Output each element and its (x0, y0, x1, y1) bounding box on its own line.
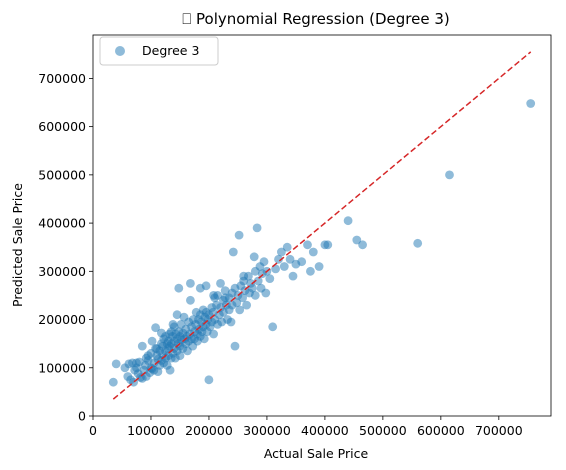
data-point (250, 291, 260, 300)
data-point (314, 262, 324, 271)
y-tick-label: 600000 (38, 119, 86, 134)
data-point (277, 247, 286, 257)
data-point (175, 351, 185, 361)
data-point (303, 240, 312, 250)
data-point (234, 230, 244, 240)
y-tick-label: 0 (78, 409, 86, 424)
x-tick-label: 600000 (417, 423, 465, 438)
reference-line (112, 51, 532, 400)
legend: Degree 3 (99, 36, 219, 66)
data-point (186, 295, 195, 305)
data-point (252, 223, 262, 233)
data-point (226, 317, 236, 327)
y-tick-label: 500000 (38, 167, 86, 182)
legend-box (99, 36, 219, 66)
x-tick-label: 300000 (243, 423, 291, 438)
data-point (186, 279, 195, 288)
data-point (249, 252, 259, 262)
y-tick-label: 200000 (38, 312, 86, 327)
data-point (168, 320, 178, 329)
data-point (141, 353, 151, 363)
data-point (201, 281, 211, 291)
data-point (323, 240, 333, 250)
data-point (209, 291, 219, 300)
data-point (232, 298, 242, 308)
legend-label: Degree 3 (142, 43, 199, 58)
data-point (285, 254, 295, 264)
y-axis-label: Predicted Sale Price (10, 183, 25, 307)
data-point (204, 375, 214, 385)
data-point (108, 377, 118, 387)
data-point (526, 99, 536, 108)
data-point (147, 336, 157, 346)
data-point (220, 286, 230, 295)
data-point (165, 365, 175, 375)
y-tick-label: 300000 (38, 264, 86, 279)
data-point (358, 240, 367, 250)
x-tick-label: 500000 (359, 423, 407, 438)
data-point (235, 305, 245, 315)
legend-marker (115, 46, 125, 56)
data-point (343, 216, 353, 226)
data-point (261, 288, 271, 298)
data-point (137, 341, 147, 351)
y-axis-ticks: 0 100000 200000 300000 400000 500000 600000 700… (38, 71, 93, 424)
data-point (265, 274, 275, 283)
x-tick-label: 700000 (475, 423, 523, 438)
data-point (151, 344, 161, 353)
data-point (279, 262, 289, 271)
data-point (151, 323, 161, 333)
data-point (297, 257, 307, 267)
data-point (172, 310, 182, 320)
data-point (274, 254, 283, 264)
data-point (253, 276, 263, 286)
data-point (308, 247, 318, 257)
data-point (248, 283, 257, 293)
data-point (242, 300, 252, 310)
data-point (111, 359, 121, 369)
y-tick-label: 700000 (38, 71, 86, 86)
data-point (209, 329, 219, 339)
data-point (153, 367, 163, 376)
data-point (228, 247, 238, 257)
x-axis-label: Actual Sale Price (264, 446, 369, 461)
data-point (174, 283, 184, 293)
data-point (216, 279, 225, 288)
x-tick-label: 0 (89, 423, 97, 438)
data-point (230, 341, 240, 351)
x-tick-label: 400000 (301, 423, 349, 438)
data-point (306, 266, 315, 276)
data-point (238, 293, 248, 303)
x-axis-ticks: 0 100000 200000 300000 400000 500000 600000 700… (89, 416, 523, 438)
data-point (282, 242, 292, 252)
data-point (288, 271, 298, 281)
plot-frame (92, 34, 552, 417)
data-point (259, 257, 269, 267)
y-tick-label: 100000 (38, 360, 86, 375)
data-point (445, 170, 454, 180)
data-point (157, 328, 166, 338)
data-point (352, 235, 362, 245)
data-point (239, 271, 249, 281)
x-tick-label: 200000 (185, 423, 233, 438)
data-point (220, 293, 230, 303)
data-point (268, 322, 278, 332)
data-point (413, 238, 423, 248)
y-tick-label: 400000 (38, 216, 86, 231)
x-tick-label: 100000 (127, 423, 175, 438)
chart-title: ⎕ Polynomial Regression (Degree 3) (182, 10, 450, 28)
data-point (132, 358, 141, 368)
data-point (199, 334, 209, 344)
